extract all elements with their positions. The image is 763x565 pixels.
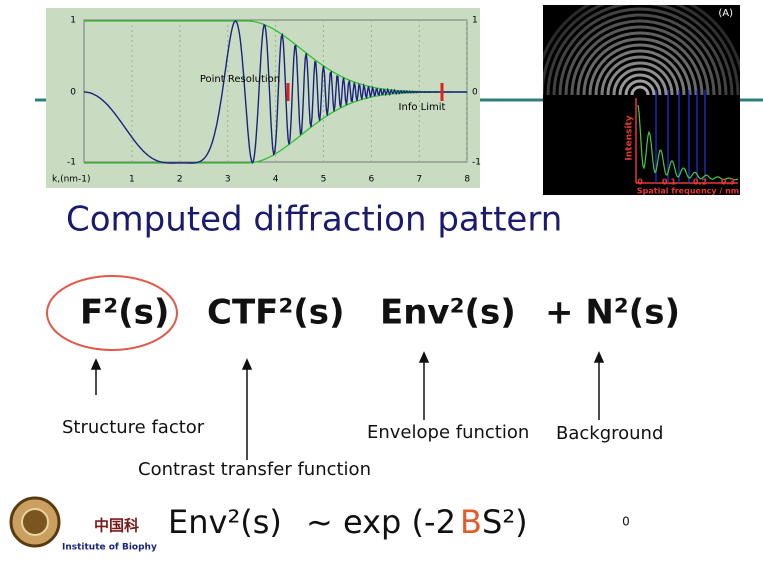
ring <box>594 49 686 95</box>
ring <box>612 67 668 95</box>
panel-label: (A) <box>718 8 733 19</box>
equation-term: Env²(s) <box>380 293 516 333</box>
label: Contrast transfer function <box>138 459 371 480</box>
logo-emblem <box>21 508 49 536</box>
intensity-curve <box>637 104 739 181</box>
arrow-head <box>593 351 605 363</box>
envelope-curve <box>84 91 468 164</box>
x-tick-label: 0 <box>637 178 643 187</box>
ring <box>552 7 728 95</box>
ring <box>588 43 692 95</box>
x-axis-label: k,(nm-1) <box>52 175 91 185</box>
formula: B <box>460 503 482 541</box>
org-name: Institute of Biophy <box>62 543 157 553</box>
org-name: 中国科 <box>94 517 139 535</box>
x-tick-label: 3 <box>225 175 231 185</box>
ring <box>600 55 680 95</box>
y-tick-label: 1 <box>70 16 76 26</box>
formula: ~ exp (-2 <box>306 503 456 541</box>
formula: S²) <box>482 503 528 541</box>
ring <box>606 61 674 95</box>
x-tick-label: 0.1 <box>662 178 677 187</box>
y-tick-label: 0 <box>472 88 478 98</box>
y-tick-label: -1 <box>67 158 76 168</box>
ring <box>624 79 656 95</box>
annotation: Point Resolution <box>200 74 280 85</box>
ctf-plot: Point Resolution Info Limit 1 0 -1 1 0 -… <box>46 8 481 188</box>
label: Background <box>556 423 663 444</box>
y-axis-label: Intensity <box>625 115 635 160</box>
ctf-curve <box>84 20 468 164</box>
x-tick-label: 1 <box>129 175 135 185</box>
ring <box>576 31 704 95</box>
ring <box>564 19 716 95</box>
x-tick-label: 7 <box>416 175 422 185</box>
ring <box>630 85 650 95</box>
page-number: 0 <box>622 515 630 529</box>
y-tick-label: -1 <box>472 158 481 168</box>
logo <box>9 496 61 548</box>
rings <box>543 5 740 95</box>
x-tick-label: 8 <box>464 175 470 185</box>
equation-term: + N²(s) <box>545 293 680 333</box>
ring <box>618 73 662 95</box>
highlight-ellipse <box>46 275 178 351</box>
x-axis-label: Spatial frequency / nm <box>637 187 739 196</box>
y-tick-label: 1 <box>472 16 478 26</box>
title: Computed diffraction pattern <box>66 200 562 240</box>
x-tick-label: 4 <box>273 175 279 185</box>
x-tick-label: 6 <box>369 175 375 185</box>
arrow-head <box>241 358 253 370</box>
ring <box>570 25 710 95</box>
arrow-head <box>90 358 102 370</box>
diffraction-image: (A) Intensity 0 0.1 0.2 0.3 Spatial freq… <box>543 5 740 196</box>
arrow-head <box>418 351 430 363</box>
annotation: Info Limit <box>399 102 446 113</box>
formula: Env²(s) <box>168 503 282 541</box>
y-tick-label: 0 <box>70 88 76 98</box>
x-tick-label: 0.3 <box>721 178 735 187</box>
label: Structure factor <box>62 417 205 438</box>
x-tick-label: 5 <box>321 175 327 185</box>
x-tick-label: 2 <box>177 175 183 185</box>
equation-term: F²(s) <box>80 293 169 333</box>
x-ticks: 1 2 3 4 5 6 7 8 <box>129 175 470 185</box>
label: Envelope function <box>367 422 529 443</box>
x-tick-label: 0.2 <box>693 178 707 187</box>
equation-term: CTF²(s) <box>207 293 345 333</box>
ring <box>582 37 698 95</box>
ring <box>558 13 722 95</box>
